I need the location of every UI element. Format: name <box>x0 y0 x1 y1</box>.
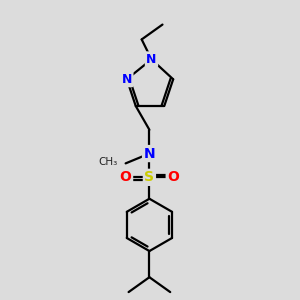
Text: N: N <box>122 73 132 86</box>
Text: CH₃: CH₃ <box>98 157 117 167</box>
Text: N: N <box>146 53 157 66</box>
Text: N: N <box>144 147 155 160</box>
Text: S: S <box>144 170 154 184</box>
Text: O: O <box>167 170 179 184</box>
Text: O: O <box>120 170 132 184</box>
